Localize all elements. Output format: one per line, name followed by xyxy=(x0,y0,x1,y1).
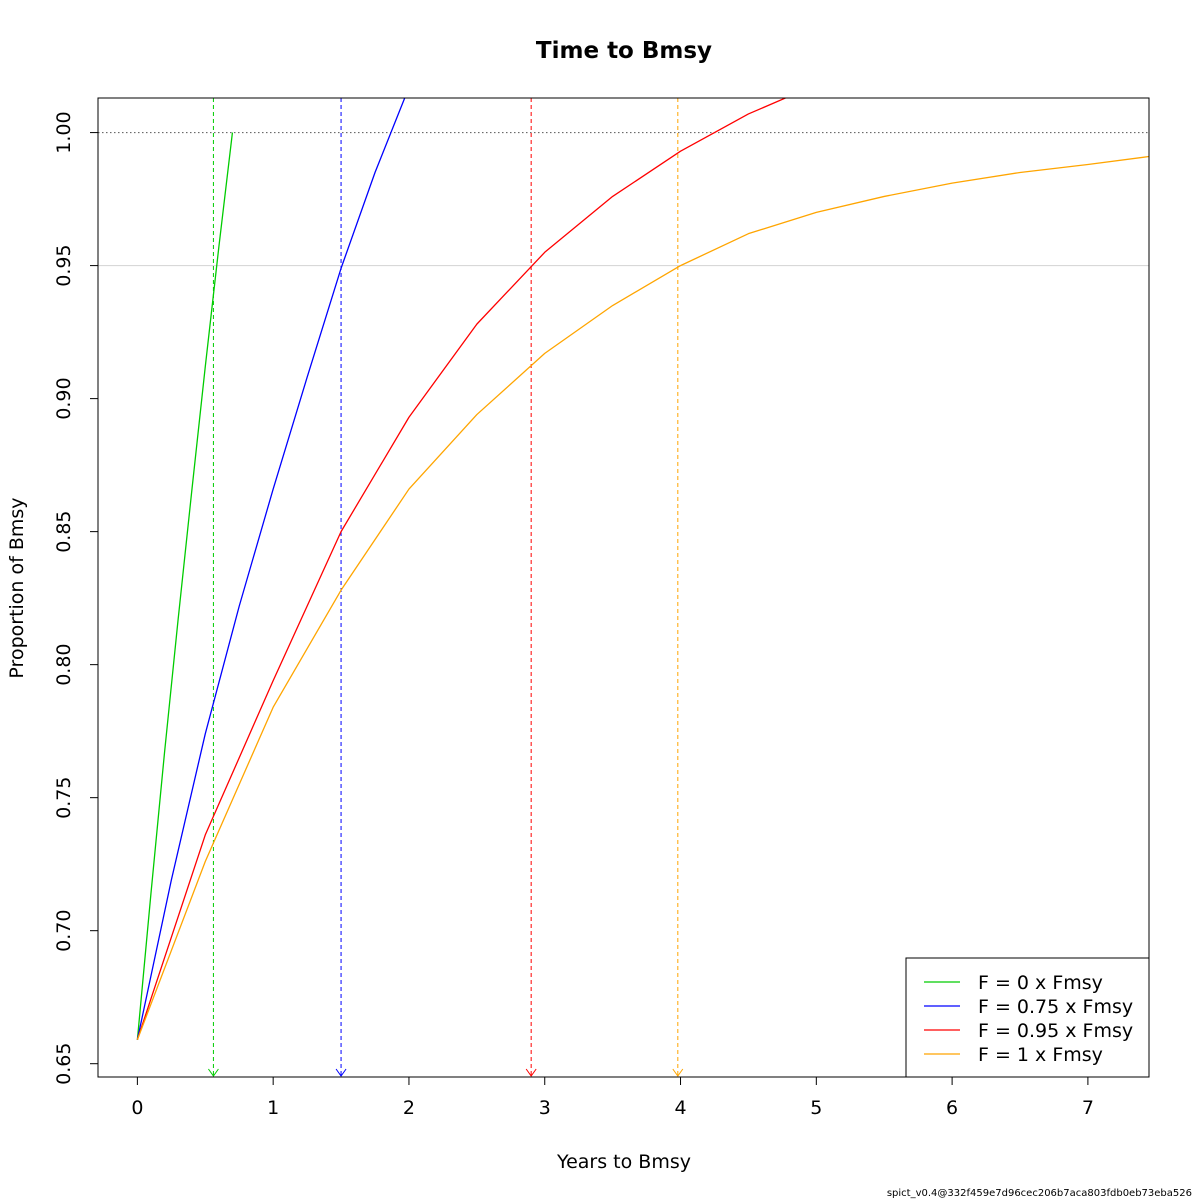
plot-area xyxy=(98,98,1149,1077)
legend-box xyxy=(905,957,1150,1078)
y-tick-label-3: 0.80 xyxy=(53,643,75,685)
series-line-3 xyxy=(136,155,1149,1040)
x-tick-label-6: 6 xyxy=(946,1097,958,1119)
axes: 0 1 2 3 4 5 6 7 0.65 0.70 0.75 0.80 0.85 0.90 0.95 1.00 xyxy=(53,97,1150,1119)
y-axis-title: Proportion of Bmsy xyxy=(6,497,28,678)
series-line-2 xyxy=(136,98,788,1040)
y-tick-label-4: 0.85 xyxy=(53,510,75,552)
x-tick-label-0: 0 xyxy=(131,1097,143,1119)
x-tick-label-3: 3 xyxy=(539,1097,551,1119)
y-tick-label-6: 0.95 xyxy=(53,244,75,286)
x-tick-label-2: 2 xyxy=(403,1097,415,1119)
x-tick-label-5: 5 xyxy=(810,1097,822,1119)
y-tick-label-0: 0.65 xyxy=(53,1043,75,1085)
chart-title: Time to Bmsy xyxy=(536,38,712,64)
time-marker-arrow-3 xyxy=(672,1068,684,1077)
plot-frame xyxy=(97,97,1150,1078)
y-tick-label-7: 1.00 xyxy=(53,111,75,153)
legend-label-1: F = 0.75 x Fmsy xyxy=(978,996,1133,1018)
series-line-0 xyxy=(136,132,234,1040)
series-line-1 xyxy=(136,98,406,1040)
legend-label-2: F = 0.95 x Fmsy xyxy=(978,1020,1133,1042)
y-tick-label-1: 0.70 xyxy=(53,910,75,952)
x-tick-label-1: 1 xyxy=(267,1097,279,1119)
y-tick-label-5: 0.90 xyxy=(53,377,75,419)
time-marker-arrow-0 xyxy=(208,1068,219,1077)
x-tick-label-7: 7 xyxy=(1082,1097,1094,1119)
y-tick-label-2: 0.75 xyxy=(53,777,75,819)
version-footnote: spict_v0.4@332f459e7d96cec206b7aca803fdb… xyxy=(887,1188,1192,1199)
time-marker-arrow-2 xyxy=(525,1068,537,1077)
x-axis-title: Years to Bmsy xyxy=(556,1151,691,1173)
x-tick-label-4: 4 xyxy=(674,1097,686,1119)
legend-label-0: F = 0 x Fmsy xyxy=(978,972,1103,994)
legend-label-3: F = 1 x Fmsy xyxy=(978,1044,1103,1066)
time-marker-arrow-1 xyxy=(335,1068,347,1077)
